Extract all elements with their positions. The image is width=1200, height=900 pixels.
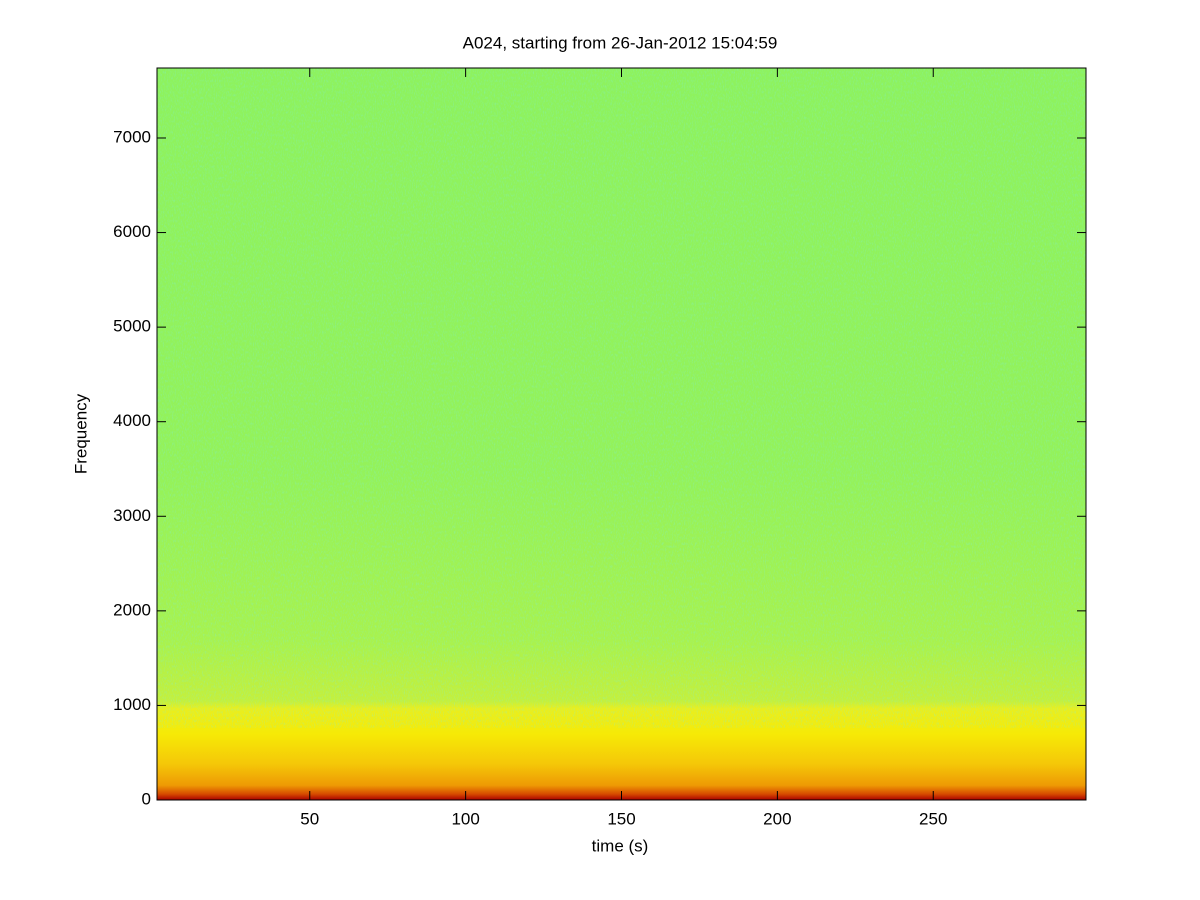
x-tick-label: 100	[451, 809, 479, 828]
spectrogram-texture	[157, 68, 1086, 728]
y-tick-label: 6000	[113, 222, 151, 241]
chart-title: A024, starting from 26-Jan-2012 15:04:59	[463, 33, 778, 52]
x-tick-label: 250	[919, 809, 947, 828]
x-tick-label: 150	[607, 809, 635, 828]
y-tick-label: 4000	[113, 411, 151, 430]
y-tick-label: 0	[142, 789, 151, 808]
x-axis-label: time (s)	[592, 836, 649, 855]
y-tick-label: 5000	[113, 317, 151, 336]
y-tick-label: 1000	[113, 695, 151, 714]
y-tick-label: 7000	[113, 127, 151, 146]
y-tick-label: 2000	[113, 600, 151, 619]
y-tick-label: 3000	[113, 506, 151, 525]
x-tick-label: 200	[763, 809, 791, 828]
x-tick-label: 50	[300, 809, 319, 828]
y-axis-label: Frequency	[71, 393, 90, 474]
